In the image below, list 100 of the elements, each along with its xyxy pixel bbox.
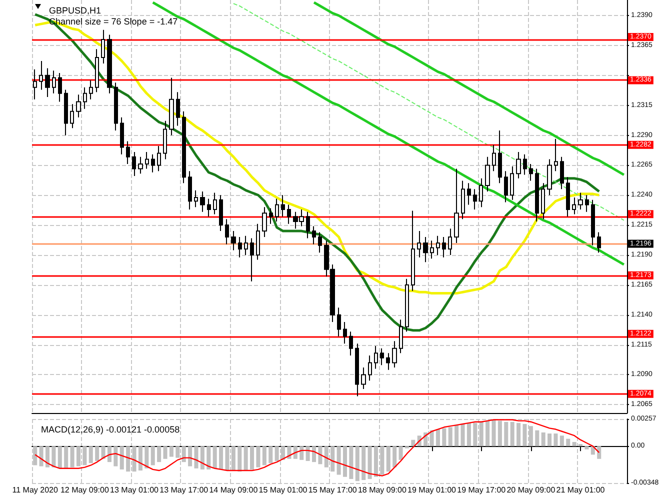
candlestick bbox=[454, 168, 459, 244]
bar bbox=[460, 424, 465, 446]
candlestick bbox=[504, 170, 508, 203]
bar bbox=[436, 429, 440, 446]
candlestick bbox=[244, 235, 248, 256]
candlestick bbox=[52, 70, 56, 94]
candlestick bbox=[442, 236, 446, 258]
candlestick bbox=[256, 223, 260, 260]
candlestick bbox=[479, 178, 483, 208]
candlestick bbox=[578, 192, 583, 210]
x-tick-label: 19 May 17:00 bbox=[457, 486, 506, 494]
candlestick bbox=[386, 352, 390, 370]
bar bbox=[498, 420, 502, 446]
candlestick bbox=[485, 156, 490, 192]
candlestick bbox=[225, 218, 229, 245]
candlestick bbox=[516, 152, 521, 179]
x-tick-label: 12 May 09:00 bbox=[60, 486, 110, 494]
candlestick bbox=[461, 180, 465, 220]
candlestick bbox=[275, 198, 279, 222]
candlestick bbox=[374, 345, 378, 370]
bar bbox=[268, 446, 273, 464]
bar bbox=[566, 438, 570, 446]
candlestick bbox=[337, 307, 341, 337]
bar bbox=[144, 446, 149, 468]
bar bbox=[52, 446, 56, 468]
candlestick bbox=[182, 110, 186, 184]
candlestick bbox=[343, 322, 347, 344]
x-tick-label: 11 May 2020 bbox=[12, 486, 58, 494]
bar bbox=[392, 446, 397, 468]
candlestick bbox=[392, 340, 397, 368]
candlestick bbox=[238, 236, 242, 258]
x-tick-label: 13 May 17:00 bbox=[160, 486, 209, 494]
candlestick bbox=[176, 92, 180, 126]
x-tick-label: 20 May 09:00 bbox=[506, 486, 556, 494]
candlestick bbox=[535, 168, 539, 222]
bar bbox=[516, 422, 521, 446]
candlestick bbox=[541, 182, 545, 220]
candlestick bbox=[318, 232, 322, 254]
candlestick bbox=[529, 164, 533, 182]
candlestick bbox=[83, 86, 87, 110]
bar bbox=[169, 446, 174, 457]
line-series bbox=[232, 3, 624, 221]
candlestick bbox=[498, 130, 502, 184]
bar bbox=[312, 446, 316, 462]
candlestick bbox=[169, 77, 174, 136]
candlestick bbox=[585, 194, 589, 212]
text: MACD(12,26,9) -0.00121 -0.00058 bbox=[41, 424, 180, 434]
candlestick bbox=[547, 158, 552, 196]
candlestick bbox=[597, 232, 601, 254]
candlestick bbox=[560, 156, 564, 190]
bar bbox=[244, 446, 248, 471]
candlestick bbox=[132, 152, 136, 176]
bar bbox=[107, 446, 112, 462]
x-tick-label: 21 May 01:00 bbox=[556, 486, 606, 494]
candlestick bbox=[361, 367, 366, 390]
bar bbox=[355, 446, 360, 482]
candlestick bbox=[306, 211, 310, 239]
bar bbox=[548, 433, 552, 446]
bar bbox=[95, 446, 100, 461]
bar bbox=[466, 422, 471, 446]
candlestick bbox=[114, 82, 118, 131]
bar bbox=[157, 446, 162, 462]
x-tick-label: 15 May 17:00 bbox=[308, 486, 358, 494]
candlestick bbox=[399, 319, 403, 354]
candlestick bbox=[138, 156, 143, 174]
line-series bbox=[152, 1, 626, 266]
candlestick bbox=[473, 188, 477, 210]
bar bbox=[342, 446, 348, 477]
bar bbox=[39, 446, 44, 466]
candlestick bbox=[145, 152, 149, 170]
bar bbox=[584, 446, 589, 450]
bar bbox=[256, 446, 260, 468]
bar bbox=[554, 433, 558, 446]
candlestick bbox=[250, 238, 254, 282]
candlestick bbox=[207, 198, 211, 218]
bar bbox=[70, 446, 74, 468]
bar bbox=[250, 446, 254, 470]
bar bbox=[88, 446, 93, 464]
bar bbox=[64, 446, 68, 468]
candlestick bbox=[200, 191, 205, 212]
candlestick bbox=[89, 80, 93, 100]
candlestick bbox=[58, 72, 62, 102]
candlestick bbox=[33, 68, 37, 100]
candlestick bbox=[591, 199, 595, 246]
bar bbox=[194, 446, 198, 468]
bar bbox=[349, 446, 354, 479]
bar bbox=[368, 446, 372, 479]
candlestick bbox=[492, 144, 496, 172]
bar bbox=[448, 427, 452, 446]
candlestick bbox=[262, 206, 267, 238]
bar bbox=[206, 446, 211, 470]
candlestick bbox=[281, 194, 285, 218]
candlestick bbox=[368, 355, 372, 382]
bar bbox=[411, 440, 416, 446]
bar bbox=[541, 432, 546, 446]
candlestick bbox=[107, 34, 112, 94]
candlestick bbox=[355, 343, 359, 397]
candlestick bbox=[269, 208, 273, 224]
text: GBPUSD,H1 bbox=[49, 6, 102, 16]
candlestick bbox=[572, 197, 576, 215]
